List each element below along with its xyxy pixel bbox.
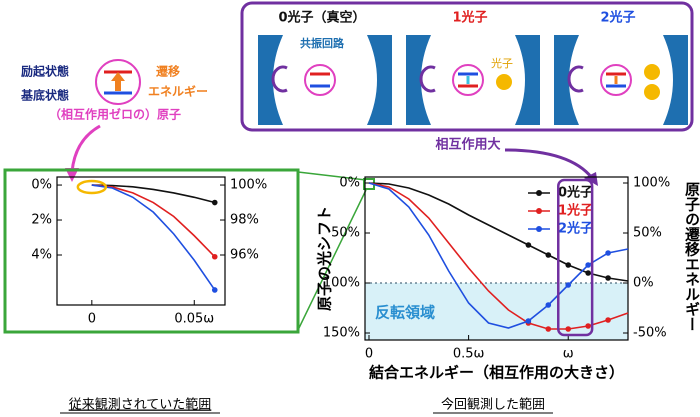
y-tick-label: 0% — [339, 176, 360, 191]
data-point — [585, 262, 591, 268]
legend-swatch — [536, 208, 542, 214]
data-point — [565, 326, 572, 332]
cavity-panels — [258, 35, 688, 125]
transition-label: 遷移 — [156, 64, 180, 79]
photon-label: 光子 — [491, 56, 513, 70]
data-point — [525, 242, 532, 248]
series-line — [91, 184, 216, 258]
legend-swatch — [536, 190, 542, 196]
data-point — [545, 326, 552, 332]
panel-title: 2光子 — [600, 10, 635, 26]
zoom-line — [297, 171, 367, 181]
series-line — [368, 182, 629, 330]
data-point — [565, 262, 572, 268]
data-point — [565, 282, 572, 288]
range-caption: 従来観測されていた範囲 — [69, 398, 212, 413]
data-point — [605, 250, 611, 256]
y-tick-label: 100% — [323, 276, 360, 291]
strong-coupling-highlight — [557, 178, 594, 337]
y-tick-label: 150% — [323, 326, 360, 341]
panel-title: 0光子（真空） — [278, 10, 365, 26]
y-tick-label: 4% — [31, 247, 52, 262]
data-point — [605, 317, 611, 323]
x-axis-title: 結合エネルギー（相互作用の大きさ） — [369, 364, 624, 382]
energy-label: エネルギー — [148, 84, 208, 99]
data-point — [545, 302, 552, 308]
data-point — [545, 252, 552, 258]
range-caption: 今回観測した範囲 — [441, 397, 545, 413]
inversion-region — [365, 283, 628, 340]
data-point — [211, 287, 218, 293]
plot-frame — [364, 176, 629, 341]
x-tick-label: 0.05ω — [174, 312, 214, 327]
y2-tick-label: 98% — [230, 213, 259, 228]
x-tick-label: 0.5ω — [453, 347, 485, 362]
data-point — [585, 323, 591, 329]
atom-label: （相互作用ゼロの）原子 — [49, 107, 181, 122]
cavity-label: 共振回路 — [300, 36, 345, 50]
y-axis-title: 原子の光シフト — [316, 206, 334, 311]
excited-label: 励起状態 — [21, 64, 69, 79]
data-point — [605, 275, 611, 281]
cavity-box — [240, 1, 694, 132]
y-tick-label: 50% — [331, 226, 360, 241]
legend-label: 0光子 — [558, 185, 593, 201]
arrow-head — [584, 172, 598, 186]
strong-label: 相互作用大 — [435, 137, 500, 153]
legend-swatch — [536, 226, 542, 232]
y2-tick-label: 100% — [633, 176, 670, 191]
y-tick-label: 0% — [31, 178, 52, 193]
data-point — [211, 199, 218, 206]
y2-axis-title: 原子の遷移エネルギー — [683, 182, 700, 332]
x-tick-label: 0 — [365, 347, 373, 362]
legend-label: 2光子 — [558, 221, 593, 237]
y2-tick-label: 100% — [230, 178, 267, 193]
series-line — [368, 182, 629, 329]
x-tick-label: 0 — [88, 312, 96, 327]
plot-frame — [56, 176, 226, 306]
y2-tick-label: -50% — [633, 326, 667, 341]
series-line — [91, 184, 215, 204]
data-point — [211, 253, 218, 260]
x-tick-label: ω — [563, 347, 574, 362]
panel-title: 1光子 — [452, 10, 487, 26]
y2-tick-label: 50% — [633, 226, 662, 241]
legend-label: 1光子 — [558, 203, 593, 219]
arrow — [504, 148, 594, 179]
transition-arrow — [111, 72, 125, 91]
y-tick-label: 2% — [31, 213, 52, 228]
data-point — [525, 318, 532, 324]
y2-tick-label: 96% — [230, 247, 259, 262]
data-point — [585, 270, 591, 276]
origin-highlight — [76, 179, 108, 195]
y2-tick-label: 0% — [633, 276, 654, 291]
arrow — [70, 124, 101, 173]
series-line — [368, 182, 629, 282]
ground-label: 基底状態 — [20, 88, 69, 103]
series-line — [91, 184, 216, 291]
zoom-box — [3, 168, 300, 334]
zoom-line — [297, 189, 367, 331]
annotation: 反転領域 — [375, 304, 435, 322]
